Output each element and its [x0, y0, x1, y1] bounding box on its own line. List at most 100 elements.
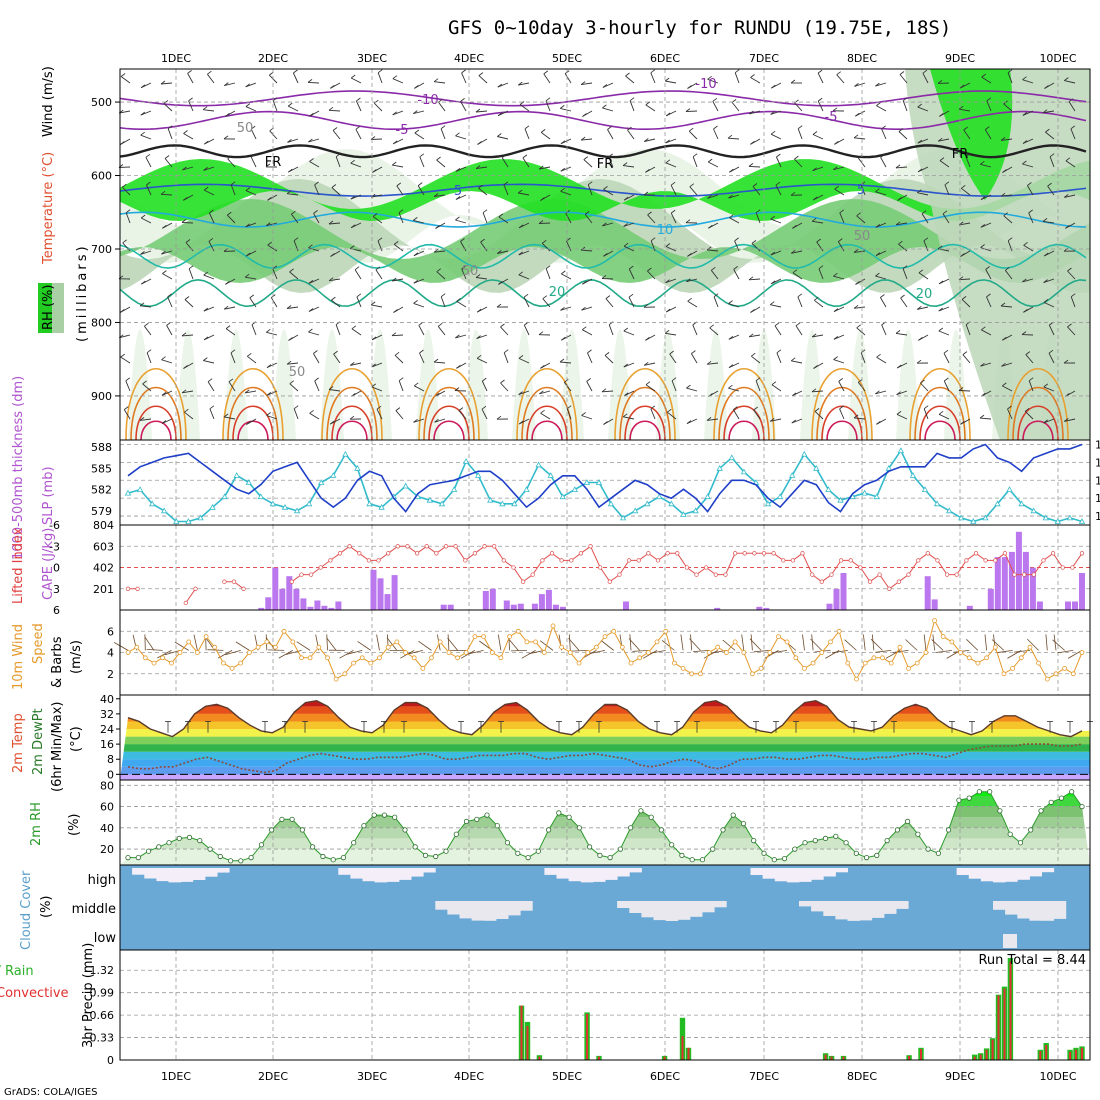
rh-color-swatch: [38, 283, 52, 333]
wind-speed-point: [377, 655, 382, 661]
wind-barb-flag: [670, 209, 676, 214]
bottom-date-label: 2DEC: [258, 1070, 288, 1083]
thickness-point: [330, 472, 337, 478]
thickness-point: [1066, 514, 1074, 521]
wind-barb-flag: [937, 137, 943, 142]
rh-point: [884, 837, 890, 844]
wind-barb: [266, 222, 278, 227]
wind-barb-flag: [812, 131, 818, 135]
wind-barb-flag: [833, 272, 838, 277]
wind-barb: [811, 390, 824, 393]
wind-barb-10m: [1027, 638, 1039, 651]
wind-barb-flag: [522, 154, 528, 159]
wind-barb-10m: [863, 634, 866, 651]
cloud-high-gap: [592, 868, 606, 882]
rh-point: [535, 848, 541, 854]
wind-barb: [794, 102, 803, 112]
wind-barb: [560, 107, 572, 112]
wind-barb: [986, 296, 992, 308]
lifted-index-point: [906, 572, 911, 577]
wind-barb-flag: [543, 70, 549, 75]
cloud-high-gap: [386, 868, 400, 882]
cloud-high-gap: [568, 868, 582, 882]
wind-speed-point: [1062, 666, 1068, 671]
lifted-index-point: [1041, 558, 1046, 563]
cloud-mid-gap: [823, 901, 836, 916]
wind-barb-10m: [750, 634, 753, 651]
temperature-contour: [119, 144, 1087, 159]
rh-point: [648, 814, 654, 820]
ylabel-temperature: Temperature (°C): [41, 152, 56, 265]
thickness-point: [801, 450, 808, 457]
contour-label: FR: [597, 157, 614, 172]
wind-barb-flag: [287, 139, 292, 143]
thickness-point: [462, 457, 470, 464]
wind-barb: [230, 184, 236, 196]
wind-barb: [896, 222, 908, 226]
cape-bar: [489, 588, 496, 610]
wind-barb-flag: [328, 386, 334, 390]
temperature-contour: [119, 90, 1087, 107]
wind-barb-flag: [918, 337, 923, 341]
wind-barb-10m: [693, 649, 710, 652]
warm-contour: [629, 420, 661, 441]
wind-barb: [981, 76, 992, 84]
lifted-index-point: [549, 551, 555, 556]
wind-barb-flag: [665, 159, 671, 164]
wind-barb: [958, 390, 971, 392]
wind-barb: [413, 418, 425, 423]
wind-barb-flag: [817, 69, 823, 74]
thickness-point: [523, 486, 530, 492]
wind-barb-flag: [500, 379, 505, 384]
thickness-point: [487, 496, 494, 503]
wind-barb-flag: [944, 181, 950, 186]
wind-barb: [685, 110, 698, 113]
wind-barb: [688, 130, 698, 140]
wind-barb: [791, 418, 803, 424]
wind-barb-flag: [811, 388, 817, 393]
wind-barb-flag: [711, 266, 716, 271]
wind-barb-flag: [247, 352, 252, 357]
wind-speed-point: [437, 639, 443, 645]
wind10m-panel: 642: [107, 609, 1091, 696]
wind-barb-flag: [455, 132, 460, 137]
rh-plume: [512, 329, 536, 440]
lifted-index-point: [819, 579, 824, 584]
wind-barb-10m: [357, 641, 372, 651]
wind-barb-flag: [797, 293, 803, 298]
wind-barb-flag: [183, 365, 188, 369]
wind-barb-flag: [670, 181, 676, 186]
lifted-index-point: [944, 572, 950, 577]
wind-speed-point: [1044, 676, 1050, 682]
wind-barb: [203, 360, 215, 364]
wind-barb-flag: [413, 279, 419, 284]
lifted-index-point: [463, 558, 468, 563]
cloud-mid-gap: [471, 901, 485, 921]
wind-barb-flag: [833, 356, 838, 360]
wind-barb: [160, 82, 173, 85]
rh-point: [186, 834, 193, 841]
wind-barb-10m: [741, 634, 745, 651]
ylabel-rh: RH (%): [41, 285, 56, 330]
wind-barb-flag: [834, 141, 839, 145]
wind-barb: [981, 329, 992, 336]
lifted-index-point: [337, 551, 343, 556]
wind-speed-point: [455, 655, 461, 661]
cape-bar: [279, 588, 286, 610]
wind-barb-flag: [854, 83, 859, 87]
wind-barb: [309, 161, 320, 168]
wind-barb: [856, 215, 866, 224]
wind-barb-flag: [1024, 407, 1030, 412]
wind-barb-flag: [622, 413, 628, 418]
wind-barb-flag: [392, 140, 398, 145]
thickness-point: [124, 489, 132, 496]
wind-barb-flag: [1065, 157, 1071, 162]
precip-conv-bar: [681, 1036, 684, 1060]
wind-barb-flag: [456, 297, 461, 302]
lifted-index-point: [1031, 572, 1036, 577]
wind-barb: [647, 214, 656, 224]
wind-barb-flag: [272, 265, 278, 270]
wind-barb: [816, 241, 824, 252]
